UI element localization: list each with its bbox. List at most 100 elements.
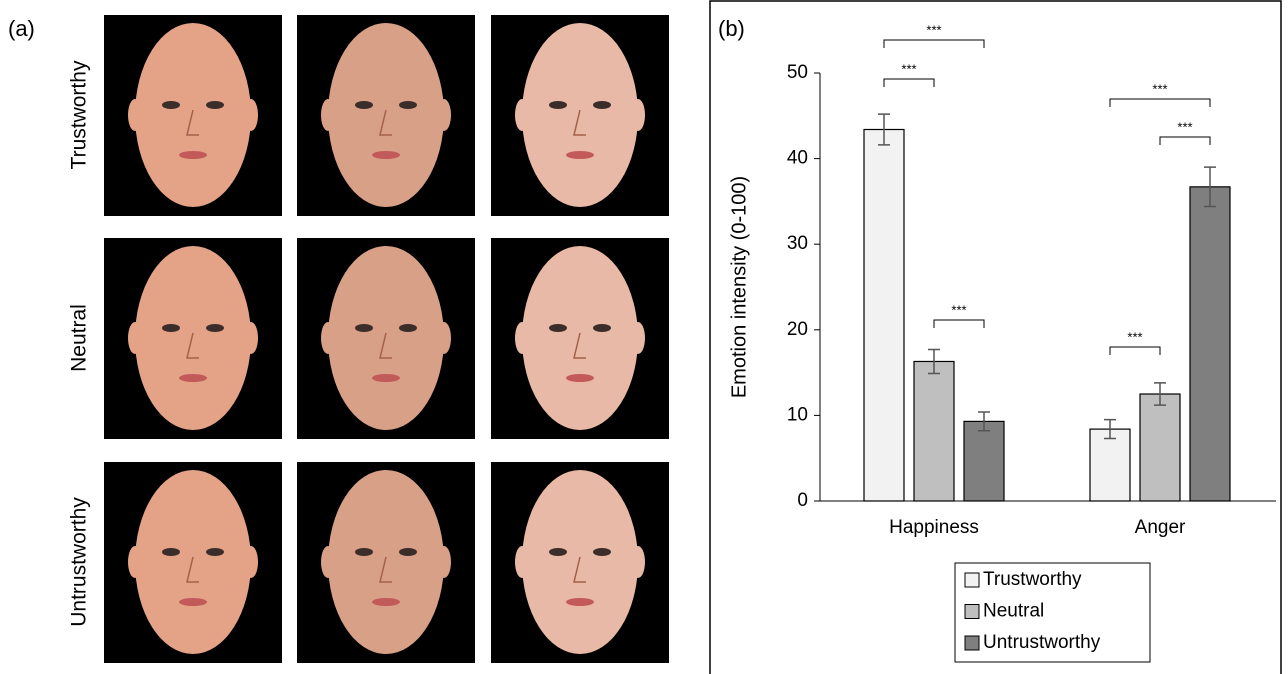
mouth	[566, 598, 594, 606]
face	[328, 23, 444, 207]
significance-bracket	[883, 78, 935, 87]
ear	[321, 322, 335, 354]
ear	[321, 99, 335, 131]
nose	[573, 332, 586, 359]
significance-label: ***	[1152, 81, 1167, 96]
nose	[379, 109, 392, 136]
mouth	[372, 598, 400, 606]
nose	[186, 332, 199, 359]
error-bar	[1204, 166, 1216, 208]
nose	[186, 109, 199, 136]
significance-bracket	[883, 39, 985, 48]
face	[522, 246, 638, 430]
panel-label: (a)	[8, 16, 35, 41]
eye	[399, 548, 417, 556]
eye	[399, 324, 417, 332]
legend	[954, 562, 1151, 663]
bar	[863, 128, 905, 502]
ear	[515, 322, 529, 354]
eye	[549, 324, 567, 332]
eye	[162, 548, 180, 556]
bar	[1189, 186, 1231, 502]
ear	[437, 322, 451, 354]
nose	[379, 332, 392, 359]
eye	[593, 324, 611, 332]
error-bar	[1104, 418, 1116, 440]
eye	[549, 548, 567, 556]
nose	[379, 556, 392, 583]
eye	[549, 101, 567, 109]
eye	[162, 324, 180, 332]
face-grid	[104, 15, 669, 663]
legend-swatch	[964, 572, 980, 588]
ear	[631, 322, 645, 354]
mouth	[566, 151, 594, 159]
y-tick-label: 10	[787, 404, 808, 425]
row-label: Trustworthy	[68, 60, 91, 169]
ear	[128, 99, 142, 131]
eye	[355, 324, 373, 332]
legend-label: Untrustworthy	[983, 632, 1101, 653]
face	[328, 246, 444, 430]
legend-label: Neutral	[983, 601, 1044, 622]
error-bar	[928, 348, 940, 375]
panel-border	[709, 0, 1282, 674]
ear	[515, 99, 529, 131]
bar	[1089, 428, 1131, 502]
panel-label: (b)	[718, 16, 745, 41]
error-bar	[978, 411, 990, 432]
significance-label: ***	[1177, 119, 1192, 134]
y-tick-label: 20	[787, 319, 808, 340]
eye	[593, 101, 611, 109]
ear	[437, 546, 451, 578]
eye	[206, 324, 224, 332]
row-label: Untrustworthy	[68, 497, 91, 627]
legend-swatch	[964, 604, 980, 619]
ear	[244, 99, 258, 131]
y-tick-label: 30	[787, 233, 808, 254]
ear	[128, 322, 142, 354]
eye	[355, 548, 373, 556]
eye	[206, 548, 224, 556]
eye	[355, 101, 373, 109]
mouth	[179, 374, 207, 382]
bar	[913, 360, 955, 502]
face	[135, 470, 251, 654]
nose	[573, 109, 586, 136]
face	[522, 470, 638, 654]
significance-bracket	[1159, 136, 1211, 145]
eye	[593, 548, 611, 556]
ear	[631, 99, 645, 131]
y-tick-label: 40	[787, 148, 808, 169]
ear	[631, 546, 645, 578]
ear	[244, 322, 258, 354]
row-label: Neutral	[68, 304, 91, 372]
y-axis-label: Emotion intensity (0-100)	[728, 176, 750, 398]
legend-swatch	[964, 635, 980, 651]
y-tick-label: 50	[787, 62, 808, 83]
y-tick-label: 0	[797, 490, 808, 511]
eye	[162, 101, 180, 109]
x-tick-label: Anger	[1135, 517, 1186, 538]
mouth	[179, 598, 207, 606]
significance-bracket	[1109, 346, 1161, 355]
ear	[244, 546, 258, 578]
significance-bracket	[1109, 98, 1211, 107]
bar	[963, 420, 1005, 502]
significance-label: ***	[901, 61, 916, 76]
mouth	[179, 151, 207, 159]
mouth	[372, 374, 400, 382]
face	[135, 23, 251, 207]
significance-label: ***	[1127, 329, 1142, 344]
ear	[321, 546, 335, 578]
bar	[1139, 393, 1181, 502]
x-tick-label: Happiness	[889, 517, 979, 538]
significance-label: ***	[926, 22, 941, 37]
ear	[437, 99, 451, 131]
face	[328, 470, 444, 654]
face	[135, 246, 251, 430]
mouth	[372, 151, 400, 159]
error-bar	[1154, 382, 1166, 406]
